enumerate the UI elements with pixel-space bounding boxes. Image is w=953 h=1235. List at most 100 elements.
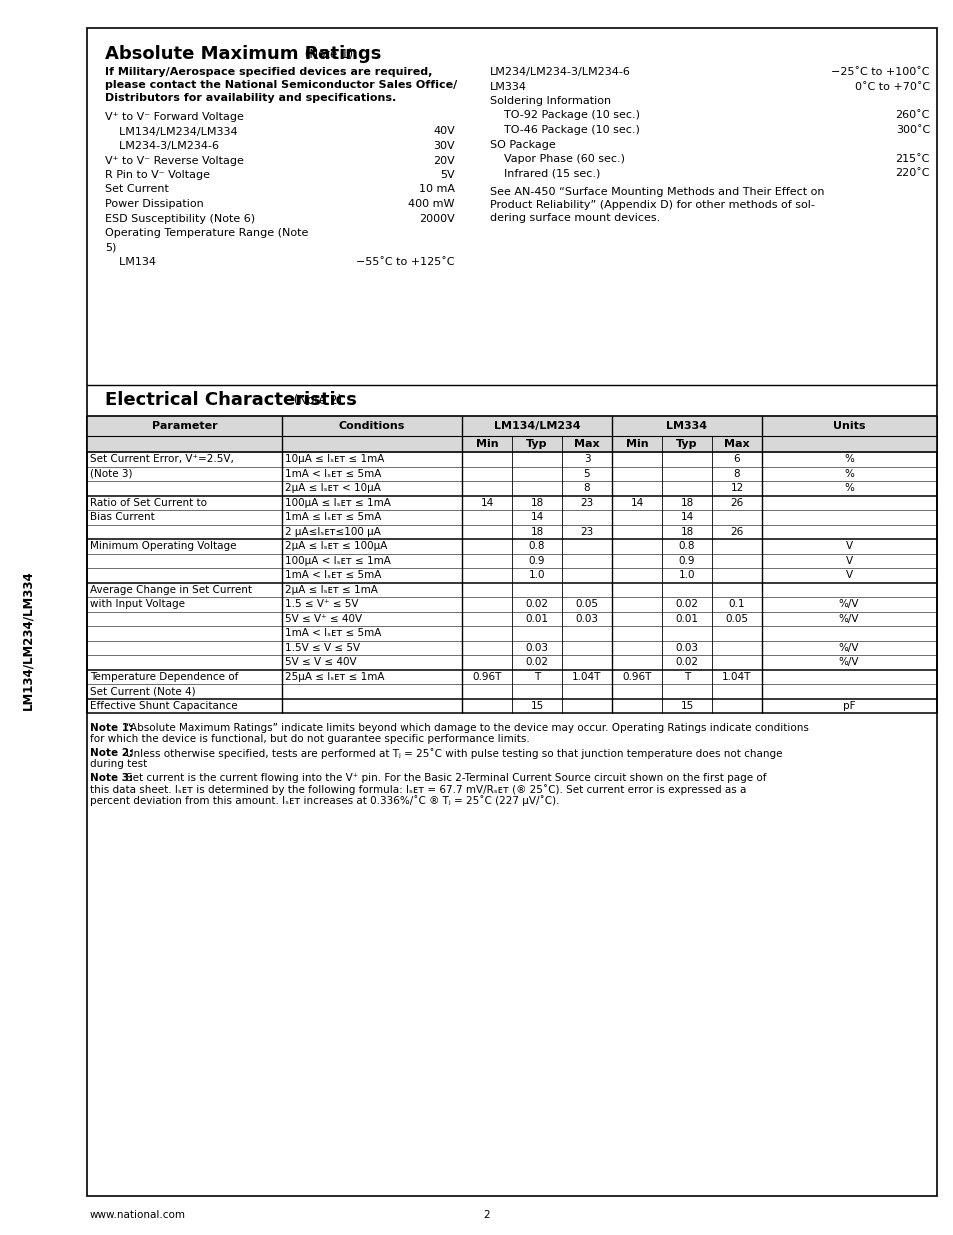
Text: www.national.com: www.national.com: [90, 1210, 186, 1220]
Text: −25˚C to +100˚C: −25˚C to +100˚C: [831, 67, 929, 77]
Text: Set Current (Note 4): Set Current (Note 4): [90, 687, 195, 697]
Text: V: V: [844, 571, 852, 580]
Text: 25μA ≤ Iₛᴇᴛ ≤ 1mA: 25μA ≤ Iₛᴇᴛ ≤ 1mA: [285, 672, 384, 682]
Text: 1mA ≤ Iₛᴇᴛ ≤ 5mA: 1mA ≤ Iₛᴇᴛ ≤ 5mA: [285, 513, 381, 522]
Text: 15: 15: [679, 700, 693, 711]
Text: Max: Max: [574, 438, 599, 450]
Text: If Military/Aerospace specified devices are required,: If Military/Aerospace specified devices …: [105, 67, 432, 77]
Text: 5V: 5V: [440, 170, 455, 180]
Text: 2000V: 2000V: [418, 214, 455, 224]
Text: 12: 12: [730, 483, 742, 493]
Text: 10μA ≤ Iₛᴇᴛ ≤ 1mA: 10μA ≤ Iₛᴇᴛ ≤ 1mA: [285, 454, 384, 464]
Text: LM334: LM334: [666, 421, 707, 431]
Text: V⁺ to V⁻ Reverse Voltage: V⁺ to V⁻ Reverse Voltage: [105, 156, 244, 165]
Text: 40V: 40V: [433, 126, 455, 137]
Text: LM234/LM234-3/LM234-6: LM234/LM234-3/LM234-6: [490, 67, 630, 77]
Text: 1.0: 1.0: [528, 571, 545, 580]
Text: Effective Shunt Capacitance: Effective Shunt Capacitance: [90, 700, 237, 711]
Text: 0.8: 0.8: [678, 541, 695, 551]
Text: 26: 26: [730, 498, 742, 508]
Text: Parameter: Parameter: [152, 421, 217, 431]
Text: Max: Max: [723, 438, 749, 450]
Text: 18: 18: [679, 527, 693, 537]
Text: %: %: [843, 483, 853, 493]
Text: with Input Voltage: with Input Voltage: [90, 599, 185, 609]
Text: 26: 26: [730, 527, 742, 537]
Text: 1mA < Iₛᴇᴛ ≤ 5mA: 1mA < Iₛᴇᴛ ≤ 5mA: [285, 629, 381, 638]
Text: 100μA < Iₛᴇᴛ ≤ 1mA: 100μA < Iₛᴇᴛ ≤ 1mA: [285, 556, 391, 566]
Text: dering surface mount devices.: dering surface mount devices.: [490, 212, 659, 224]
Text: 8: 8: [583, 483, 590, 493]
Text: %/V: %/V: [838, 657, 859, 667]
Text: 18: 18: [530, 527, 543, 537]
Text: Minimum Operating Voltage: Minimum Operating Voltage: [90, 541, 236, 551]
Text: 100μA ≤ Iₛᴇᴛ ≤ 1mA: 100μA ≤ Iₛᴇᴛ ≤ 1mA: [285, 498, 391, 508]
Text: 2 μA≤Iₛᴇᴛ≤100 μA: 2 μA≤Iₛᴇᴛ≤100 μA: [285, 527, 380, 537]
Text: Infrared (15 sec.): Infrared (15 sec.): [490, 168, 599, 179]
Text: V: V: [844, 556, 852, 566]
Text: 14: 14: [679, 513, 693, 522]
Text: Note 3:: Note 3:: [90, 773, 133, 783]
Text: 23: 23: [579, 498, 593, 508]
Text: 2: 2: [483, 1210, 490, 1220]
Text: 30V: 30V: [433, 141, 455, 151]
Text: 0˚C to +70˚C: 0˚C to +70˚C: [854, 82, 929, 91]
Text: 0.02: 0.02: [525, 657, 548, 667]
Text: 23: 23: [579, 527, 593, 537]
Text: LM134/LM234: LM134/LM234: [493, 421, 579, 431]
Text: LM334: LM334: [490, 82, 526, 91]
Text: Min: Min: [476, 438, 497, 450]
Text: 5): 5): [105, 242, 116, 252]
Text: Bias Current: Bias Current: [90, 513, 154, 522]
Text: 0.8: 0.8: [528, 541, 545, 551]
Text: 18: 18: [679, 498, 693, 508]
Text: TO-46 Package (10 sec.): TO-46 Package (10 sec.): [490, 125, 639, 135]
Text: 18: 18: [530, 498, 543, 508]
Text: 2μA ≤ Iₛᴇᴛ ≤ 100μA: 2μA ≤ Iₛᴇᴛ ≤ 100μA: [285, 541, 387, 551]
Text: Set current is the current flowing into the V⁺ pin. For the Basic 2-Terminal Cur: Set current is the current flowing into …: [126, 773, 766, 783]
Text: Operating Temperature Range (Note: Operating Temperature Range (Note: [105, 228, 308, 238]
Text: V⁺ to V⁻ Forward Voltage: V⁺ to V⁻ Forward Voltage: [105, 112, 244, 122]
Text: 0.96T: 0.96T: [621, 672, 651, 682]
Text: percent deviation from this amount. Iₛᴇᴛ increases at 0.336%/˚C ® Tⱼ = 25˚C (227: percent deviation from this amount. Iₛᴇᴛ…: [90, 795, 558, 806]
Text: 1.04T: 1.04T: [721, 672, 751, 682]
Text: 0.1: 0.1: [728, 599, 744, 609]
Text: %: %: [843, 469, 853, 479]
Text: Product Reliability” (Appendix D) for other methods of sol-: Product Reliability” (Appendix D) for ot…: [490, 200, 814, 210]
Text: Set Current: Set Current: [105, 184, 169, 194]
Bar: [87, 28, 936, 1195]
Text: 0.02: 0.02: [525, 599, 548, 609]
Text: 1.5 ≤ V⁺ ≤ 5V: 1.5 ≤ V⁺ ≤ 5V: [285, 599, 358, 609]
Text: V: V: [844, 541, 852, 551]
Text: 8: 8: [733, 469, 740, 479]
Text: Min: Min: [625, 438, 648, 450]
Text: 300˚C: 300˚C: [895, 125, 929, 135]
Text: Soldering Information: Soldering Information: [490, 96, 611, 106]
Text: LM234-3/LM234-6: LM234-3/LM234-6: [105, 141, 219, 151]
Text: (Note 2): (Note 2): [290, 394, 342, 408]
Text: 0.96T: 0.96T: [472, 672, 501, 682]
Text: Unless otherwise specified, tests are performed at Tⱼ = 25˚C with pulse testing : Unless otherwise specified, tests are pe…: [126, 748, 781, 758]
Text: 3: 3: [583, 454, 590, 464]
Text: 1.0: 1.0: [678, 571, 695, 580]
Text: 6: 6: [733, 454, 740, 464]
Text: 2μA ≤ Iₛᴇᴛ < 10μA: 2μA ≤ Iₛᴇᴛ < 10μA: [285, 483, 380, 493]
Text: 0.02: 0.02: [675, 599, 698, 609]
Text: Absolute Maximum Ratings: Absolute Maximum Ratings: [105, 44, 381, 63]
Bar: [87, 436, 936, 452]
Text: Conditions: Conditions: [338, 421, 405, 431]
Text: (Note 1): (Note 1): [301, 48, 353, 61]
Text: 260˚C: 260˚C: [895, 110, 929, 121]
Text: “Absolute Maximum Ratings” indicate limits beyond which damage to the device may: “Absolute Maximum Ratings” indicate limi…: [126, 722, 808, 734]
Text: 0.9: 0.9: [678, 556, 695, 566]
Text: Average Change in Set Current: Average Change in Set Current: [90, 584, 252, 595]
Text: 5V ≤ V ≤ 40V: 5V ≤ V ≤ 40V: [285, 657, 356, 667]
Text: for which the device is functional, but do not guarantee specific performance li: for which the device is functional, but …: [90, 734, 529, 743]
Text: 1.04T: 1.04T: [572, 672, 601, 682]
Text: 15: 15: [530, 700, 543, 711]
Text: Power Dissipation: Power Dissipation: [105, 199, 204, 209]
Text: 0.02: 0.02: [675, 657, 698, 667]
Text: 0.01: 0.01: [525, 614, 548, 624]
Text: this data sheet. Iₛᴇᴛ is determined by the following formula: Iₛᴇᴛ = 67.7 mV/Rₛᴇ: this data sheet. Iₛᴇᴛ is determined by t…: [90, 784, 745, 795]
Text: Electrical Characteristics: Electrical Characteristics: [105, 391, 356, 409]
